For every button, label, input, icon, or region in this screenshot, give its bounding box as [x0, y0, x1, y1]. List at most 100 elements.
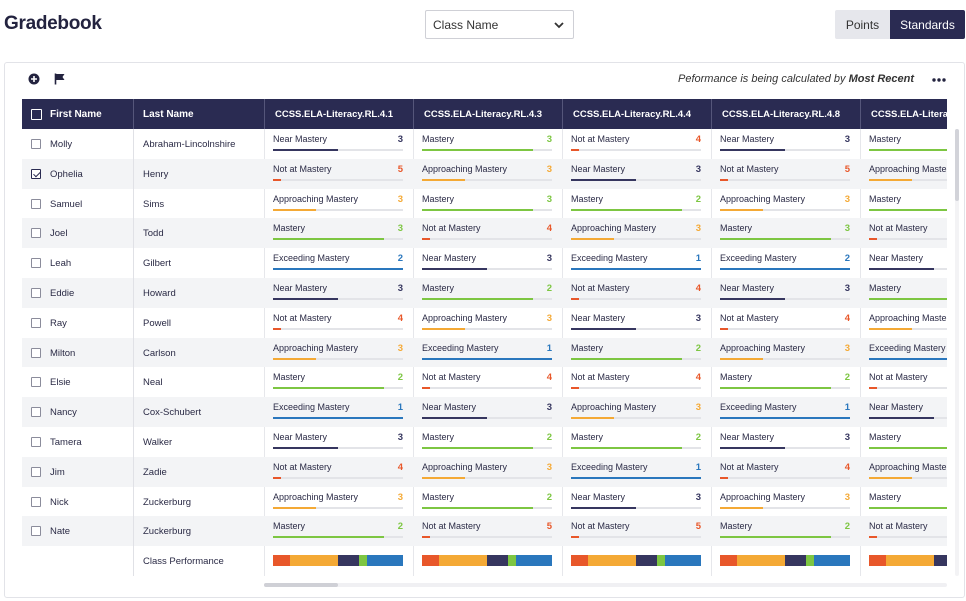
student-checkbox[interactable] — [31, 407, 41, 418]
mastery-cell[interactable]: Exceeding Mastery 2 — [711, 248, 860, 278]
add-circle-icon[interactable] — [28, 73, 40, 85]
standards-grid[interactable]: CCSS.ELA-Literacy.RL.4.1 Near Mastery 3 Not… — [264, 99, 947, 576]
student-checkbox[interactable] — [31, 436, 41, 447]
standard-header[interactable]: CCSS.ELA-Literacy.RL.4.4 — [562, 99, 711, 129]
student-checkbox[interactable] — [31, 347, 41, 358]
standards-toggle-button[interactable]: Standards — [890, 10, 965, 39]
student-row[interactable]: Tamera Walker — [22, 427, 264, 457]
student-row[interactable]: Nancy Cox-Schubert — [22, 397, 264, 427]
mastery-cell[interactable]: Not at Mastery 5 — [711, 158, 860, 189]
standard-header[interactable]: CCSS.ELA-Literacy.RL.4.9 — [860, 99, 947, 129]
horizontal-scroll-thumb[interactable] — [264, 583, 338, 587]
class-performance-bar[interactable] — [422, 555, 552, 566]
student-row[interactable]: Ophelia Henry — [22, 158, 264, 189]
class-performance-bar[interactable] — [571, 555, 701, 566]
student-row[interactable]: Samuel Sims — [22, 189, 264, 219]
calculation-method[interactable]: Most Recent — [848, 73, 914, 85]
horizontal-scrollbar[interactable] — [264, 583, 947, 587]
student-row[interactable]: Jim Zadie — [22, 456, 264, 487]
student-checkbox[interactable] — [31, 198, 41, 209]
standard-header[interactable]: CCSS.ELA-Literacy.RL.4.3 — [413, 99, 562, 129]
standard-header[interactable]: CCSS.ELA-Literacy.RL.4.8 — [711, 99, 860, 129]
last-name-header[interactable]: Last Name — [143, 109, 194, 120]
points-toggle-button[interactable]: Points — [835, 10, 890, 39]
mastery-cell[interactable]: Not at Mastery 5 — [562, 516, 711, 547]
student-row[interactable]: Elsie Neal — [22, 367, 264, 397]
select-all-checkbox[interactable] — [31, 109, 42, 120]
vertical-scroll-thumb[interactable] — [955, 129, 959, 201]
class-performance-bar[interactable] — [869, 555, 947, 566]
student-row[interactable]: Milton Carlson — [22, 337, 264, 368]
student-row[interactable]: Leah Gilbert — [22, 248, 264, 278]
student-checkbox[interactable] — [31, 496, 41, 507]
student-checkbox[interactable] — [31, 258, 41, 269]
mastery-cell[interactable]: Not at Mastery 5 — [264, 158, 413, 189]
mastery-cell[interactable]: Not at Mastery 5 — [413, 516, 562, 547]
student-row[interactable]: Molly Abraham-Lincolnshire — [22, 129, 264, 159]
more-options-icon[interactable] — [932, 78, 946, 82]
student-row[interactable]: Eddie Howard — [22, 277, 264, 308]
student-row[interactable]: Nate Zuckerburg — [22, 516, 264, 547]
student-checkbox[interactable] — [31, 168, 41, 179]
student-row[interactable]: Joel Todd — [22, 218, 264, 249]
student-row[interactable]: Nick Zuckerburg — [22, 487, 264, 517]
mastery-cell[interactable]: Exceeding Mastery 2 — [264, 248, 413, 278]
vertical-scrollbar[interactable] — [955, 129, 959, 576]
student-checkbox[interactable] — [31, 377, 41, 388]
first-name-header[interactable]: First Name — [50, 109, 102, 120]
student-checkbox[interactable] — [31, 228, 41, 239]
flag-icon[interactable] — [54, 73, 66, 85]
student-checkbox[interactable] — [31, 466, 41, 477]
